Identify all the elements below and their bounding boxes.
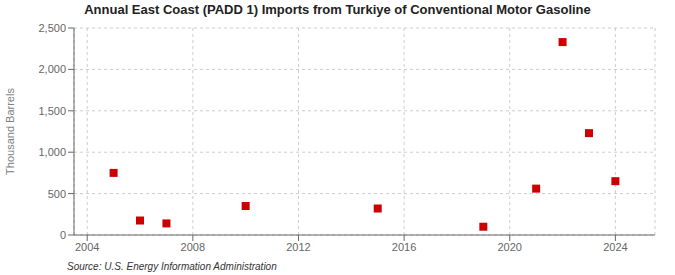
html-text:Annual East Coast (PADD 1) Imp: Annual East Coast (PADD 1) Imports from … — [84, 2, 591, 17]
svg-text:Thousand Barrels: Thousand Barrels — [4, 88, 16, 175]
svg-text:2016: 2016 — [392, 241, 416, 253]
svg-text:2,500: 2,500 — [38, 22, 66, 34]
svg-text:2012: 2012 — [286, 241, 310, 253]
svg-text:1,000: 1,000 — [38, 146, 66, 158]
svg-text:2008: 2008 — [181, 241, 205, 253]
html-text:Source: U.S. Energy Informatio: Source: U.S. Energy Information Administ… — [67, 261, 277, 272]
svg-text:2024: 2024 — [603, 241, 627, 253]
svg-text:2,000: 2,000 — [38, 63, 66, 75]
svg-text:0: 0 — [60, 229, 66, 241]
svg-text:1,500: 1,500 — [38, 105, 66, 117]
svg-text:2004: 2004 — [75, 241, 99, 253]
svg-text:2020: 2020 — [498, 241, 522, 253]
svg-text:500: 500 — [48, 188, 66, 200]
